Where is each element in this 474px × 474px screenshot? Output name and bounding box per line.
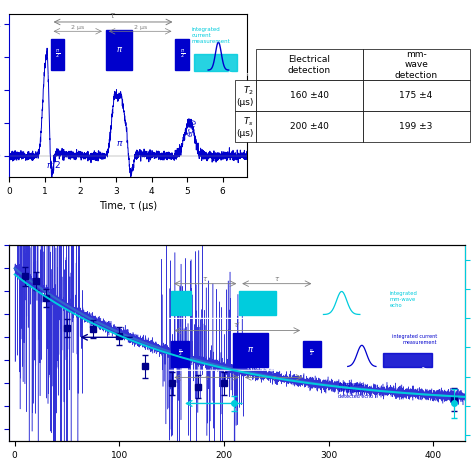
Text: echo: echo (185, 118, 200, 138)
Text: $\pi/2$: $\pi/2$ (46, 159, 61, 170)
X-axis label: Time, τ (μs): Time, τ (μs) (100, 201, 157, 211)
Text: $\pi$: $\pi$ (116, 139, 123, 148)
